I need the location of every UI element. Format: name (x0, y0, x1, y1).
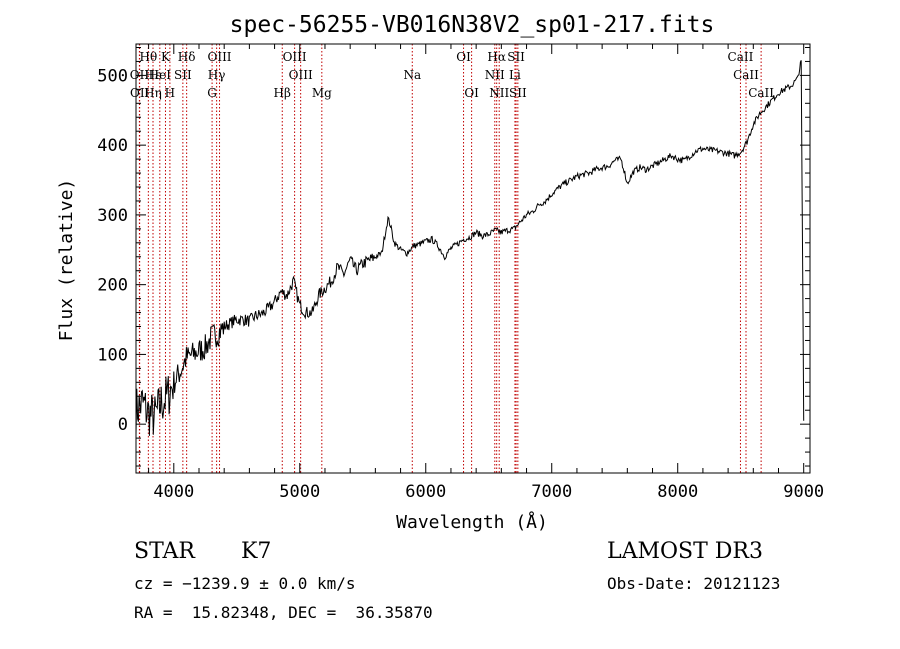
subclass: K7 (241, 539, 272, 564)
line-label: Hθ (139, 50, 157, 64)
line-label: Mg (312, 86, 332, 100)
line-label: OIII (207, 50, 231, 64)
y-tick-label: 100 (97, 345, 128, 365)
line-label: OIII (283, 50, 307, 64)
obs-date: Obs-Date: 20121123 (607, 574, 781, 593)
plot-frame (135, 43, 811, 474)
line-label: K (161, 50, 171, 64)
y-tick-label: 200 (97, 276, 128, 296)
line-label: Hδ (178, 50, 196, 64)
y-tick-label: 400 (97, 136, 128, 156)
line-label: OIII (289, 68, 313, 82)
line-label: CaII (733, 68, 759, 82)
y-axis-label: Flux (relative) (56, 179, 77, 342)
line-label: H (165, 86, 175, 100)
line-label: SII (174, 68, 192, 82)
line-label: Li (509, 68, 521, 82)
line-label: OII (130, 68, 150, 82)
line-label: SII (509, 86, 527, 100)
spectrum-trace (135, 60, 805, 436)
line-label: CaII (748, 86, 774, 100)
line-label: Hη (144, 86, 162, 100)
survey-name: LAMOST DR3 (607, 539, 763, 564)
x-tick-label: 4000 (153, 482, 194, 502)
line-label: Hβ (274, 86, 291, 100)
line-label: G (207, 86, 217, 100)
object-class: STAR (134, 539, 195, 564)
x-axis-label: Wavelength (Å) (396, 511, 548, 533)
coordinates: RA = 15.82348, DEC = 36.35870 (134, 603, 433, 622)
velocity-readout: cz = −1239.9 ± 0.0 km/s (134, 574, 356, 593)
y-tick-label: 0 (118, 415, 128, 435)
line-label: Hα (487, 50, 506, 64)
x-tick-label: 9000 (783, 482, 824, 502)
chart-title: spec-56255-VB016N38V2_sp01-217.fits (230, 12, 715, 38)
line-label: Hγ (208, 68, 226, 82)
x-tick-label: 7000 (531, 482, 572, 502)
line-label: NII (485, 68, 505, 82)
spectrum-chart: spec-56255-VB016N38V2_sp01-217.fits 4000… (56, 12, 824, 533)
line-label: HeI (149, 68, 172, 82)
line-label: SII (507, 50, 525, 64)
line-label: OII (130, 86, 150, 100)
line-label: Na (403, 68, 421, 82)
line-label: NII (489, 86, 509, 100)
line-label: CaII (728, 50, 754, 64)
line-label: OI (456, 50, 471, 64)
y-tick-label: 500 (97, 66, 128, 86)
line-label: Hε (145, 68, 162, 82)
x-tick-label: 8000 (657, 482, 698, 502)
line-label: OI (464, 86, 479, 100)
x-tick-label: 5000 (279, 482, 320, 502)
y-tick-label: 300 (97, 206, 128, 226)
x-tick-label: 6000 (405, 482, 446, 502)
